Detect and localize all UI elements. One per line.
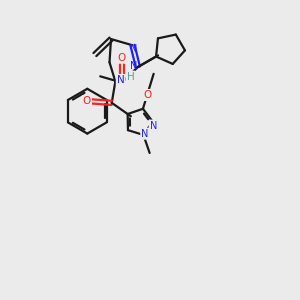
Text: N: N xyxy=(130,61,138,71)
Text: O: O xyxy=(118,53,126,63)
Text: N: N xyxy=(141,129,148,139)
Text: O: O xyxy=(143,90,152,100)
Text: N: N xyxy=(117,75,124,85)
Text: H: H xyxy=(127,72,135,82)
Text: N: N xyxy=(150,121,157,130)
Text: O: O xyxy=(83,96,91,106)
Text: N: N xyxy=(130,44,138,54)
